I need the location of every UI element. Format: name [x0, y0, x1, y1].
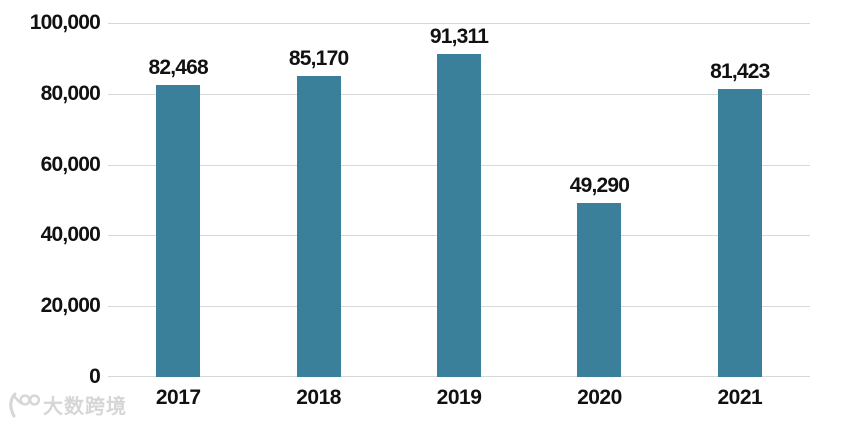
x-tick-label: 2019: [436, 386, 482, 409]
y-tick-label: 100,000: [29, 11, 101, 34]
x-tick-label: 2021: [717, 386, 763, 409]
bar-column: 81,423: [670, 23, 810, 377]
x-tick-label: 2018: [296, 386, 341, 409]
x-axis: 2017 2018 2019 2020 2021: [108, 386, 810, 410]
bar: [437, 53, 482, 377]
bar-value-label: 49,290: [569, 173, 630, 197]
bars: 82,468 85,170 91,311 49,290 81,423: [108, 23, 810, 377]
bar-column: 49,290: [529, 23, 669, 377]
bar-column: 85,170: [248, 23, 388, 377]
watermark: 大数跨境: [4, 390, 127, 419]
k100-logo-icon: [9, 392, 40, 417]
bar: [156, 85, 201, 377]
bar: [577, 202, 622, 377]
gridline: [108, 23, 810, 24]
y-tick-label: 60,000: [40, 153, 101, 176]
x-tick-label: 2020: [577, 386, 622, 409]
bar-value-label: 81,423: [710, 59, 770, 83]
bar-value-label: 85,170: [288, 46, 349, 70]
bar-column: 91,311: [389, 23, 529, 377]
bar-value-label: 91,311: [429, 24, 489, 48]
bar-column: 82,468: [108, 23, 248, 377]
watermark-text: 大数跨境: [43, 396, 127, 418]
bar: [717, 88, 762, 377]
y-tick-label: 80,000: [40, 82, 101, 105]
bar: [296, 75, 341, 377]
y-tick-label: 40,000: [40, 223, 101, 246]
bar-value-label: 82,468: [148, 56, 208, 80]
y-axis: 0 20,000 40,000 60,000 80,000 100,000: [0, 11, 101, 388]
y-tick-label: 0: [89, 365, 101, 388]
x-tick-label: 2017: [155, 386, 201, 409]
plot-area: 82,468 85,170 91,311 49,290 81,423: [108, 23, 810, 377]
y-tick-label: 20,000: [40, 294, 101, 317]
